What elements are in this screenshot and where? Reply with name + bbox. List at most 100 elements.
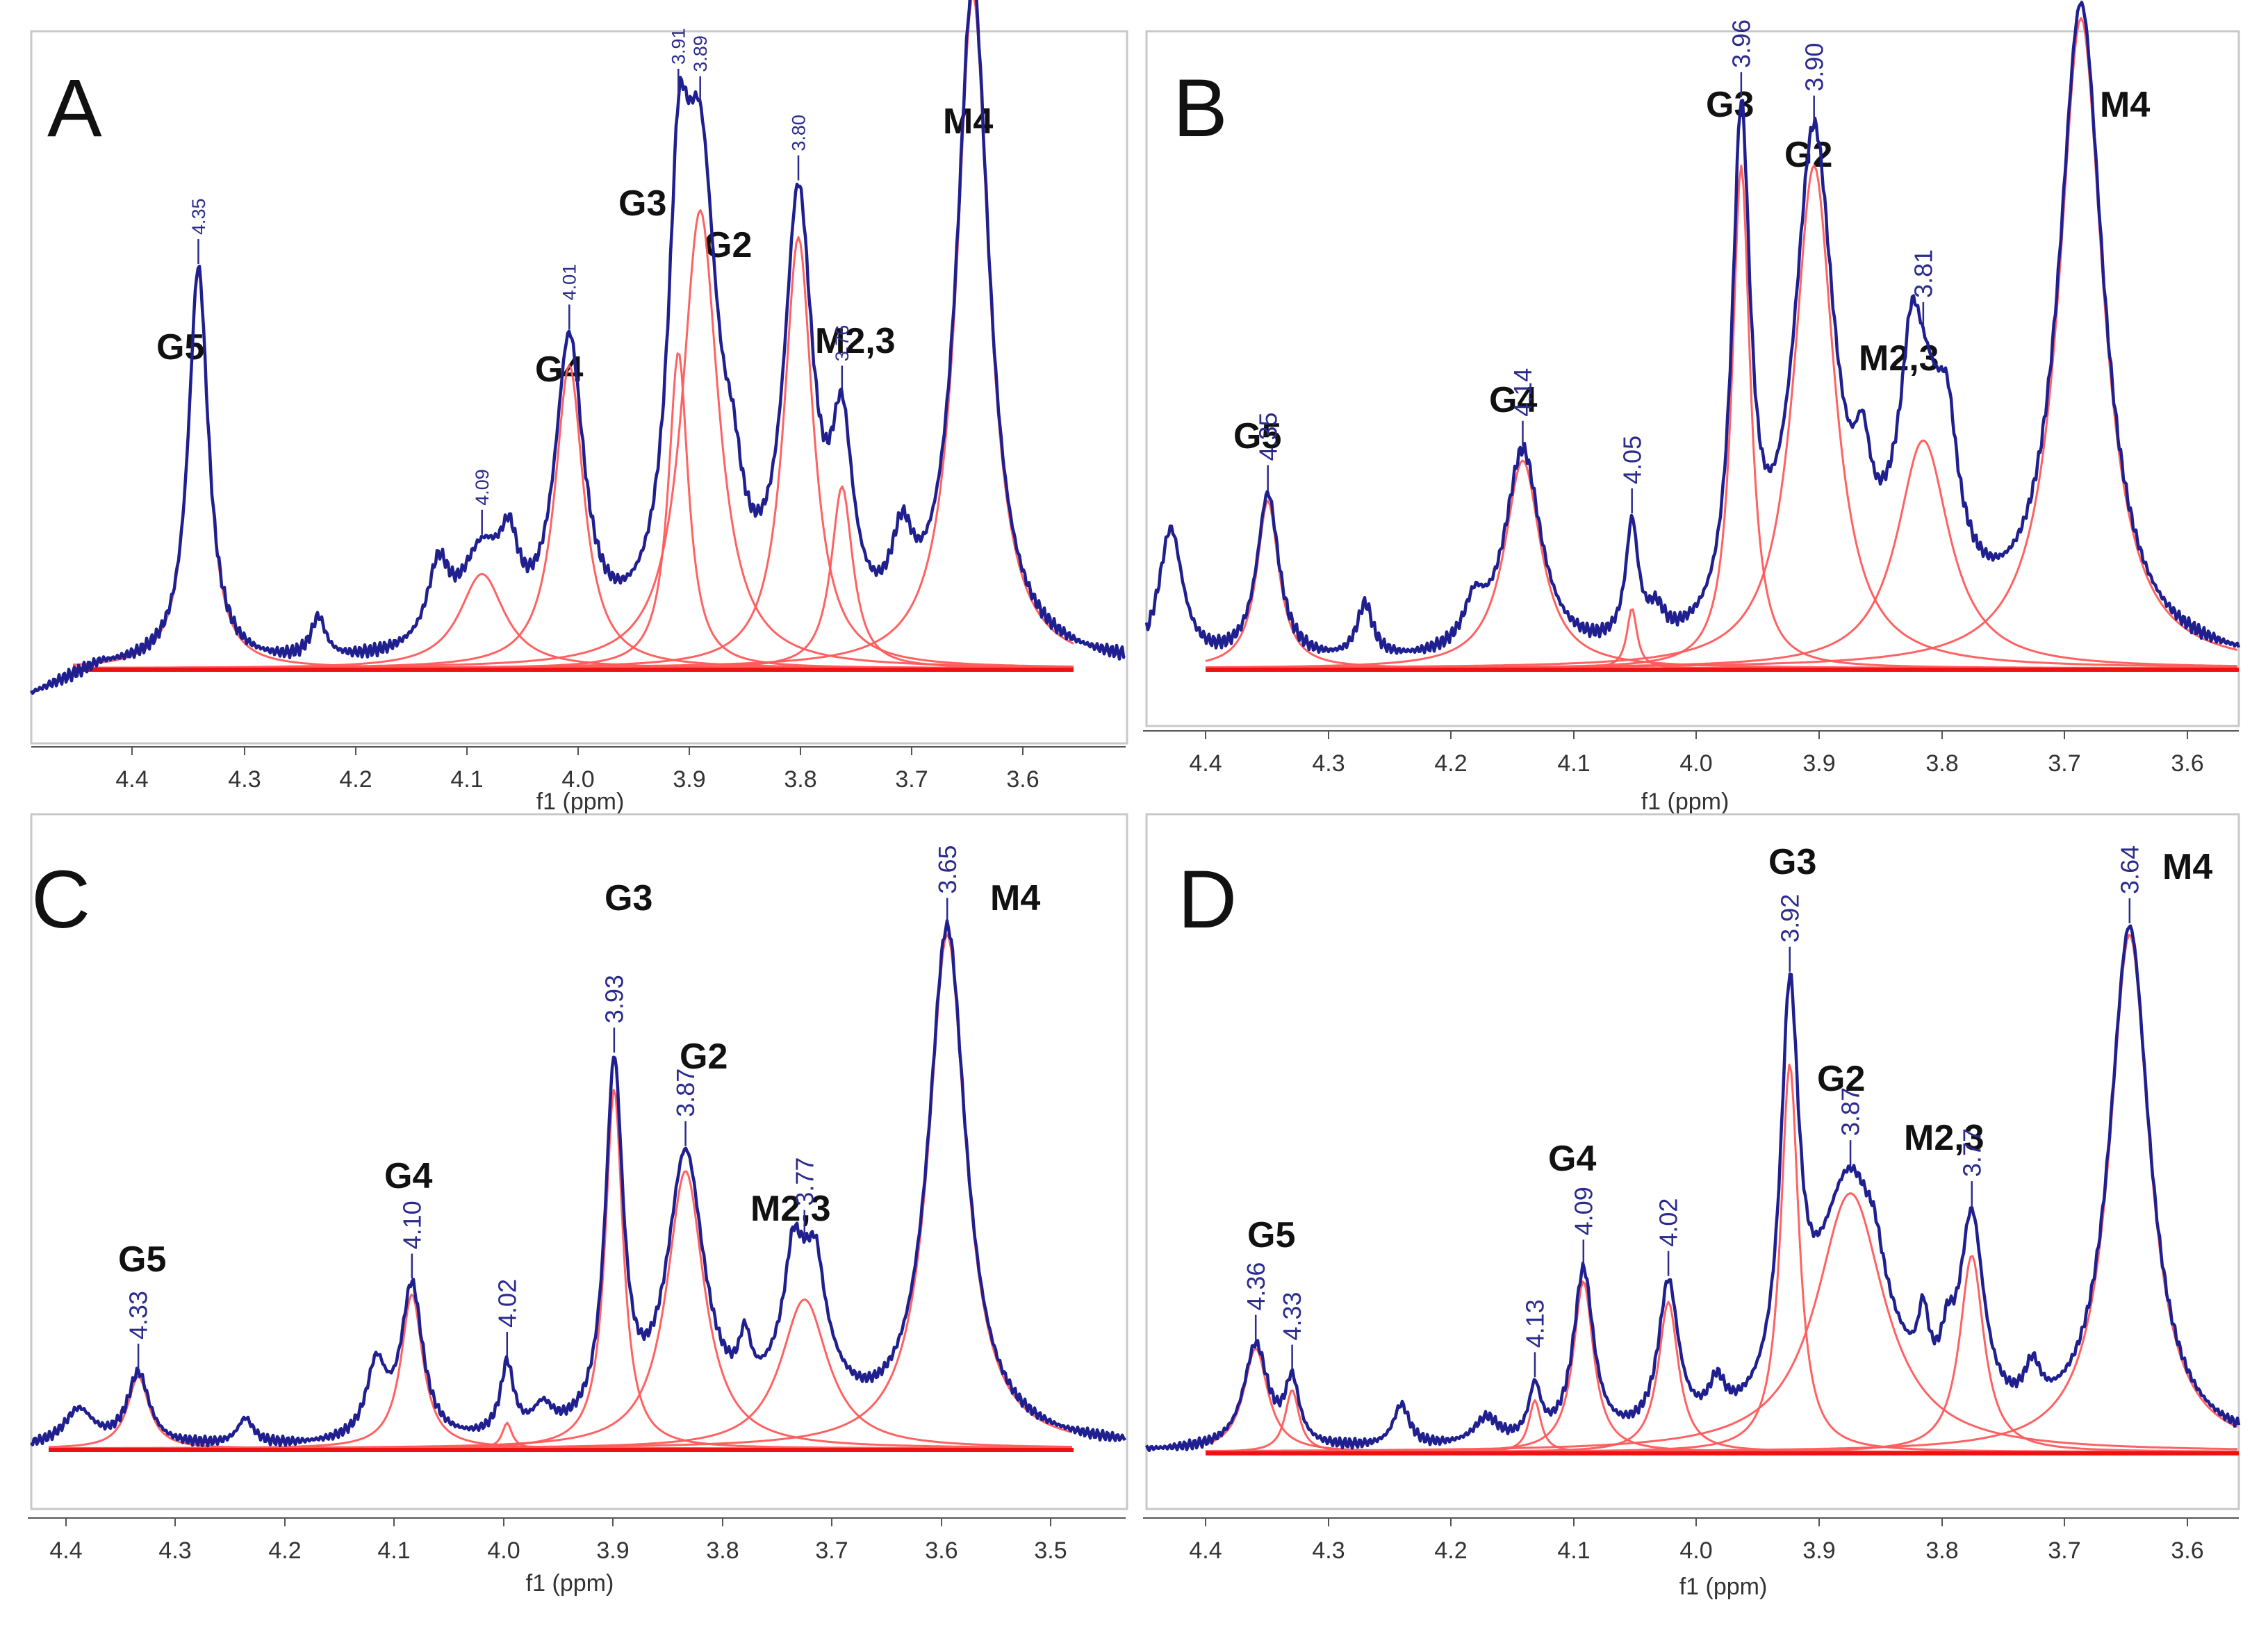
panel-d-label-g3: G3 [1768, 842, 1816, 882]
panel-b-spectrum [1144, 1, 2241, 655]
panel-c-x-tick-label: 4.2 [268, 1537, 301, 1564]
panel-a-x-tick-label: 4.4 [115, 766, 148, 793]
panel-a-shift-label: 3.76 [832, 325, 853, 362]
panel-d-spectrum [1144, 924, 2241, 1453]
panel-b-letter: B [1173, 63, 1228, 154]
panel-b-x-tick-label: 4.4 [1189, 750, 1222, 777]
panel-d-x-tick-label: 4.2 [1434, 1537, 1467, 1564]
panel-a-shift-label: 3.89 [690, 35, 711, 72]
panel-d-label-g2: G2 [1817, 1059, 1865, 1099]
panel-b-label-g4: G4 [1489, 380, 1537, 420]
panel-c-x-tick-label: 3.8 [706, 1537, 739, 1564]
panel-c-x-tick-label: 4.4 [49, 1537, 82, 1564]
panel-a-x-tick-label: 3.9 [673, 766, 705, 793]
panel-b-peak-labels: G5 G4 G3 G2 M2,3 M4 [1233, 85, 2150, 456]
panel-d-shift-label: 4.33 [1278, 1292, 1306, 1340]
panel-a: A G5 G4 G3 G2 M2,3 M4 f1 (ppm) 4.4 4.3 4.2… [30, 0, 1128, 815]
panel-d-shift-label: 4.02 [1654, 1198, 1683, 1247]
panel-a-letter: A [47, 63, 102, 154]
panel-c-shift-label: 4.02 [493, 1279, 521, 1328]
panel-c-shift-label: 4.10 [397, 1201, 426, 1249]
panel-c-x-tick-label: 3.5 [1034, 1537, 1067, 1564]
panel-a-label-m23: M2,3 [815, 321, 896, 361]
panel-b-x-tick-label: 3.8 [1925, 750, 1958, 777]
panel-d-x-tick-label: 4.3 [1312, 1537, 1345, 1564]
panel-c-frame [30, 813, 1128, 1510]
panel-d-letter: D [1178, 854, 1237, 946]
panel-b-shift-label: 3.96 [1727, 19, 1755, 68]
panel-c-x-tick-label: 3.6 [925, 1537, 958, 1564]
panel-d-x-tick-label: 3.7 [2048, 1537, 2080, 1564]
panel-a-x-tick-label: 3.7 [895, 766, 928, 793]
panel-a-shift-label: 4.35 [188, 198, 209, 235]
panel-d: D G5 G4 G3 G2 M2,3 M4 f1 (ppm) 4.4 4.3 4.2… [1143, 813, 2241, 1600]
panel-a-x-tick-label: 3.6 [1006, 766, 1039, 793]
panel-c-x-axis-label: f1 (ppm) [526, 1570, 614, 1597]
panel-a-shift-label: 4.09 [472, 469, 493, 506]
panel-a-fit-curves [72, 0, 1074, 670]
panel-b-x-tick-label: 3.9 [1802, 750, 1835, 777]
panel-d-fit-component [1206, 1192, 2237, 1452]
panel-c-peak-labels: G5 G4 G3 G2 M2,3 M4 [118, 878, 1040, 1280]
panel-c: C G5 G4 G3 G2 M2,3 M4 f1 (ppm) 4.4 4.3 4.2… [28, 813, 1128, 1597]
panel-c-shift-label: 3.77 [790, 1157, 819, 1206]
panel-d-label-g5: G5 [1247, 1215, 1295, 1255]
panel-d-peak-labels: G5 G4 G3 G2 M2,3 M4 [1247, 842, 2212, 1255]
panel-a-label-m4: M4 [943, 101, 993, 142]
panel-d-shift-label: 3.92 [1775, 894, 1804, 943]
panel-b-shift-label: 4.14 [1509, 368, 1537, 417]
panel-d-x-tick-label: 4.0 [1679, 1537, 1712, 1564]
panel-a-x-tick-label: 4.1 [450, 766, 483, 793]
panel-a-x-tick-label: 3.8 [784, 766, 816, 793]
panel-b-label-g3: G3 [1706, 85, 1754, 125]
panel-d-shift-label: 3.77 [1957, 1128, 1986, 1177]
panel-d-shift-label: 4.09 [1569, 1187, 1597, 1235]
panel-d-x-tick-label: 3.9 [1802, 1537, 1835, 1564]
panel-a-label-g3: G3 [618, 183, 666, 224]
panel-a-label-g5: G5 [156, 327, 204, 368]
panel-b-shift-label: 3.90 [1800, 43, 1828, 92]
panel-c-shift-label: 3.65 [933, 845, 962, 893]
panel-d-shift-label: 3.64 [2115, 846, 2144, 894]
panel-b: B G5 G4 G3 G2 M2,3 M4 f1 (ppm) 4.4 4.3 4.2… [1143, 0, 2241, 815]
panel-d-frame [1145, 813, 2240, 1510]
panel-b-shift-label: 3.81 [1909, 249, 1937, 298]
panel-a-shift-label: 3.91 [668, 28, 689, 65]
panel-b-label-m23: M2,3 [1859, 338, 1939, 379]
panel-c-x-tick-label: 4.3 [158, 1537, 191, 1564]
panel-d-shift-label: 4.36 [1242, 1262, 1270, 1311]
panel-b-x-tick-label: 4.1 [1557, 750, 1590, 777]
panel-c-label-m23: M2,3 [750, 1189, 831, 1229]
panel-b-frame [1145, 30, 2240, 727]
panel-c-shift-label: 4.33 [124, 1291, 153, 1339]
panel-c-label-g5: G5 [118, 1239, 166, 1280]
panel-b-x-tick-label: 4.0 [1679, 750, 1712, 777]
panel-a-shift-label: 4.01 [559, 264, 580, 301]
panel-a-x-tick-label: 4.0 [561, 766, 594, 793]
panel-c-label-g3: G3 [605, 878, 652, 918]
panel-d-x-axis-label: f1 (ppm) [1679, 1574, 1768, 1600]
panel-b-x-tick-label: 3.7 [2048, 750, 2080, 777]
panel-c-x-tick-label: 4.0 [487, 1537, 520, 1564]
panel-d-shift-label: 4.13 [1521, 1299, 1550, 1348]
panel-c-shift-label: 3.93 [600, 975, 628, 1023]
panel-d-label-m23: M2,3 [1904, 1118, 1984, 1158]
panel-c-x-tick-label: 3.9 [596, 1537, 629, 1564]
panel-a-spectrum [30, 0, 1126, 695]
panel-b-label-g5: G5 [1233, 416, 1281, 456]
panel-c-label-g2: G2 [680, 1037, 728, 1077]
panel-d-label-m4: M4 [2162, 847, 2212, 887]
panel-c-x-tick-label: 3.7 [815, 1537, 848, 1564]
panel-c-shift-label: 3.87 [671, 1069, 700, 1117]
panel-b-shift-label: 4.35 [1254, 412, 1282, 461]
panel-d-x-tick-label: 3.6 [2171, 1537, 2203, 1564]
panel-a-x-tick-label: 4.3 [228, 766, 261, 793]
panel-c-letter: C [31, 854, 90, 946]
panel-d-x-tick-label: 4.1 [1557, 1537, 1590, 1564]
panel-c-label-m4: M4 [990, 878, 1040, 918]
panel-b-x-axis-label: f1 (ppm) [1641, 789, 1729, 815]
panel-d-x-tick-label: 4.4 [1189, 1537, 1222, 1564]
panel-c-spectrum [30, 918, 1126, 1448]
panel-c-x-tick-label: 4.1 [377, 1537, 410, 1564]
